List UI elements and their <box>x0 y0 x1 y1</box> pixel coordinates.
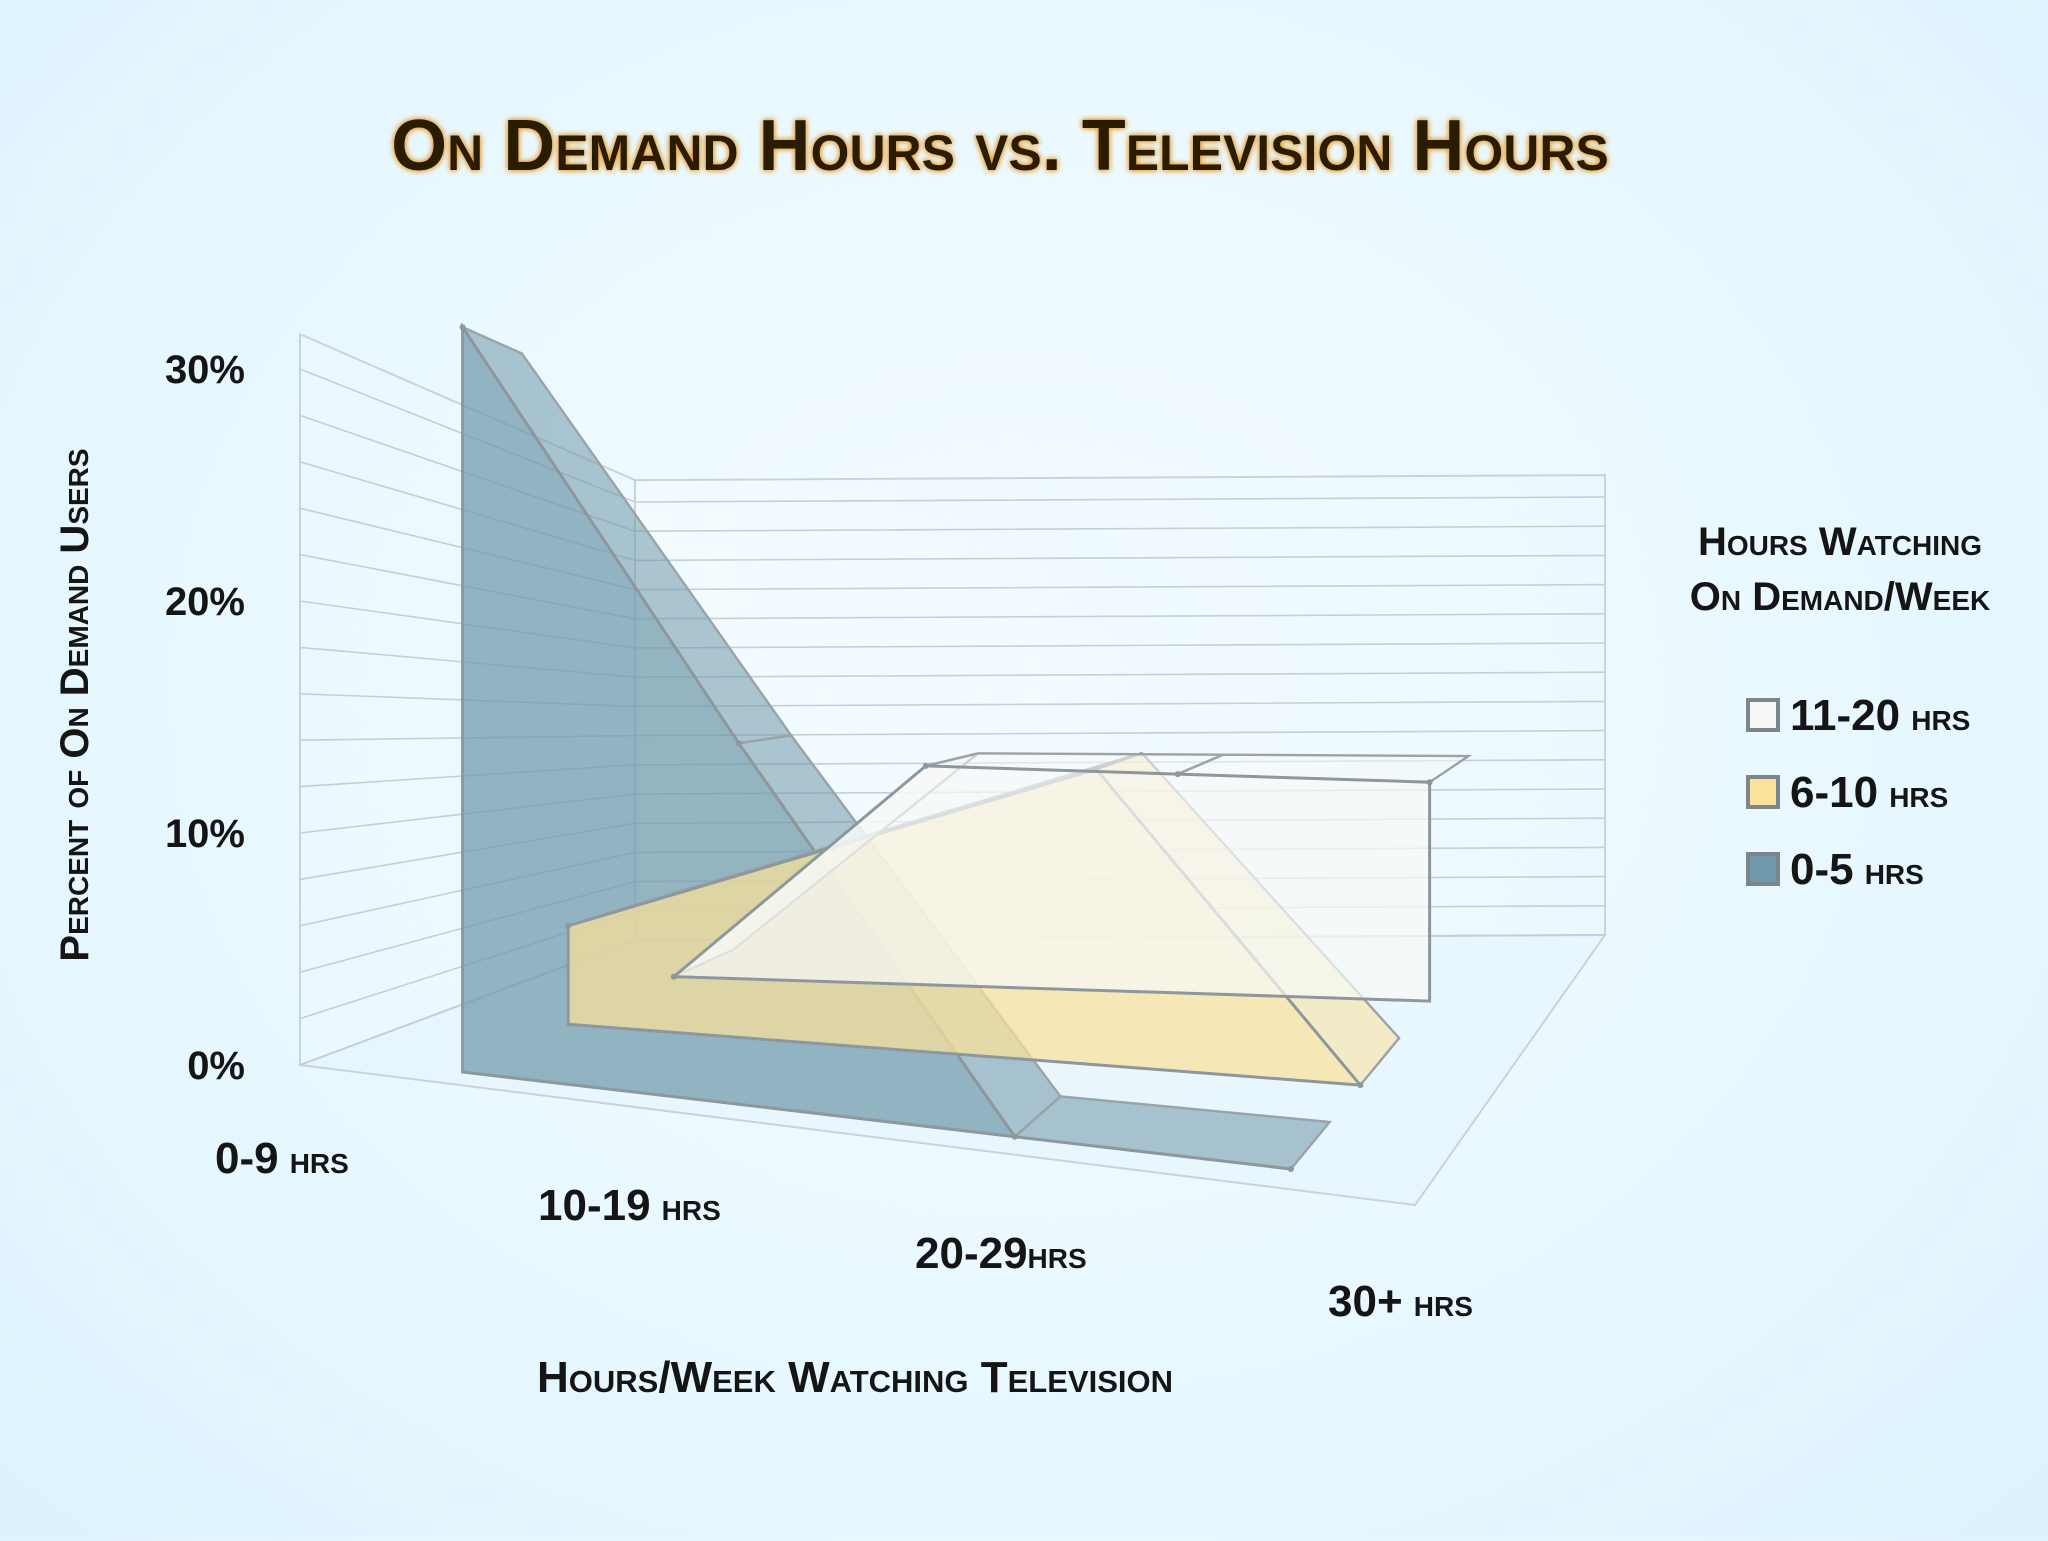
legend-item: 0-5 hrs <box>1746 845 1924 894</box>
legend-label: 11-20 hrs <box>1790 691 1970 740</box>
data-point <box>1357 1082 1364 1089</box>
legend-swatch <box>1746 775 1780 809</box>
y-tick-label: 10% <box>165 812 245 856</box>
data-point <box>1426 779 1433 786</box>
y-axis: Percent of On Demand Users 0% 10% 20% 30% <box>53 348 245 1088</box>
data-point <box>459 324 466 331</box>
series-11-20-ribbon <box>669 752 1473 1003</box>
legend-item: 11-20 hrs <box>1746 691 1970 740</box>
legend-swatch <box>1746 852 1780 886</box>
x-tick-labels: 0-9 hrs 10-19 hrs 20-29hrs 30+ hrs <box>215 1134 1473 1326</box>
x-axis-title: Hours/Week Watching Television <box>537 1353 1173 1402</box>
gridline <box>299 368 1606 503</box>
legend-title-line-1: Hours Watching <box>1698 520 1982 564</box>
chart-title-group: On Demand Hours vs. Television Hours <box>391 106 1609 186</box>
data-point <box>1174 771 1181 778</box>
y-tick-label: 0% <box>187 1044 245 1088</box>
y-axis-title: Percent of On Demand Users <box>53 448 97 961</box>
x-tick-label: 0-9 hrs <box>215 1134 349 1183</box>
series-front-face <box>669 764 1432 1003</box>
legend-swatch <box>1746 698 1780 732</box>
legend-items: 11-20 hrs 6-10 hrs 0-5 hrs <box>1746 691 1970 894</box>
data-point <box>1011 1133 1018 1140</box>
data-point <box>670 973 677 980</box>
legend-title-line-2: On Demand/Week <box>1690 575 1990 619</box>
data-point <box>565 922 572 929</box>
y-tick-label: 20% <box>165 580 245 624</box>
legend-label: 0-5 hrs <box>1790 845 1924 894</box>
data-point <box>735 740 742 747</box>
legend: Hours Watching On Demand/Week 11-20 hrs 6… <box>1690 520 1990 894</box>
chart-title: On Demand Hours vs. Television Hours <box>391 106 1609 186</box>
x-tick-label: 20-29hrs <box>915 1229 1087 1278</box>
legend-item: 6-10 hrs <box>1746 768 1948 817</box>
y-tick-label: 30% <box>165 348 245 392</box>
data-point <box>922 762 929 769</box>
x-tick-label: 30+ hrs <box>1328 1277 1473 1326</box>
data-point <box>1287 1166 1294 1172</box>
y-tick-labels: 0% 10% 20% 30% <box>165 348 245 1088</box>
x-tick-label: 10-19 hrs <box>538 1181 721 1230</box>
series-layer <box>459 322 1473 1172</box>
legend-label: 6-10 hrs <box>1790 768 1948 817</box>
